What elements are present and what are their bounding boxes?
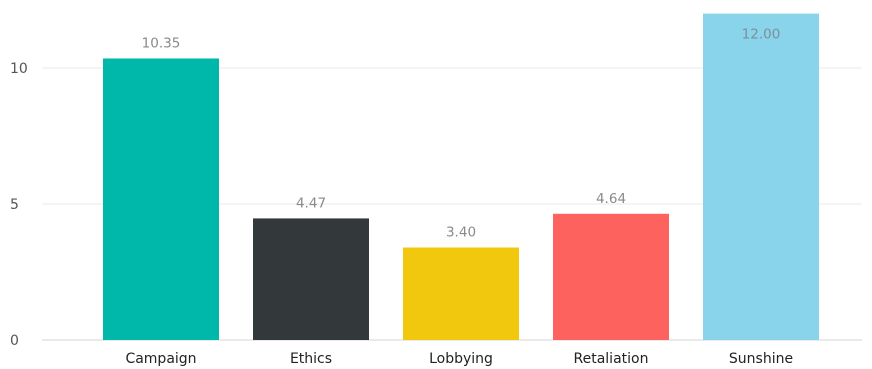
y-tick-label: 10 — [10, 61, 28, 77]
data-label-ethics: 4.47 — [296, 195, 326, 211]
data-label-lobbying: 3.40 — [446, 225, 476, 241]
data-label-sunshine: 12.00 — [742, 27, 781, 43]
y-tick-label: 0 — [10, 333, 19, 349]
bar-campaign[interactable] — [103, 58, 219, 340]
x-tick-label-ethics: Ethics — [290, 351, 332, 367]
x-tick-label-campaign: Campaign — [125, 351, 196, 367]
bar-retaliation[interactable] — [553, 213, 669, 340]
x-axis-ticks: Campaign Ethics Lobbying Retaliation Sunshin… — [125, 351, 793, 367]
y-tick-label: 5 — [10, 197, 19, 213]
x-tick-label-sunshine: Sunshine — [729, 351, 793, 367]
data-labels: 10.35 4.47 3.40 4.64 12.00 — [142, 27, 781, 241]
x-tick-label-retaliation: Retaliation — [574, 351, 649, 367]
bar-lobbying[interactable] — [403, 247, 519, 340]
bar-ethics[interactable] — [253, 218, 369, 340]
y-axis-ticks: 0 5 10 — [10, 61, 28, 349]
data-label-campaign: 10.35 — [142, 35, 181, 51]
bars — [103, 13, 819, 340]
x-tick-label-lobbying: Lobbying — [429, 351, 493, 367]
data-label-retaliation: 4.64 — [596, 191, 626, 207]
bar-sunshine[interactable] — [703, 13, 819, 340]
